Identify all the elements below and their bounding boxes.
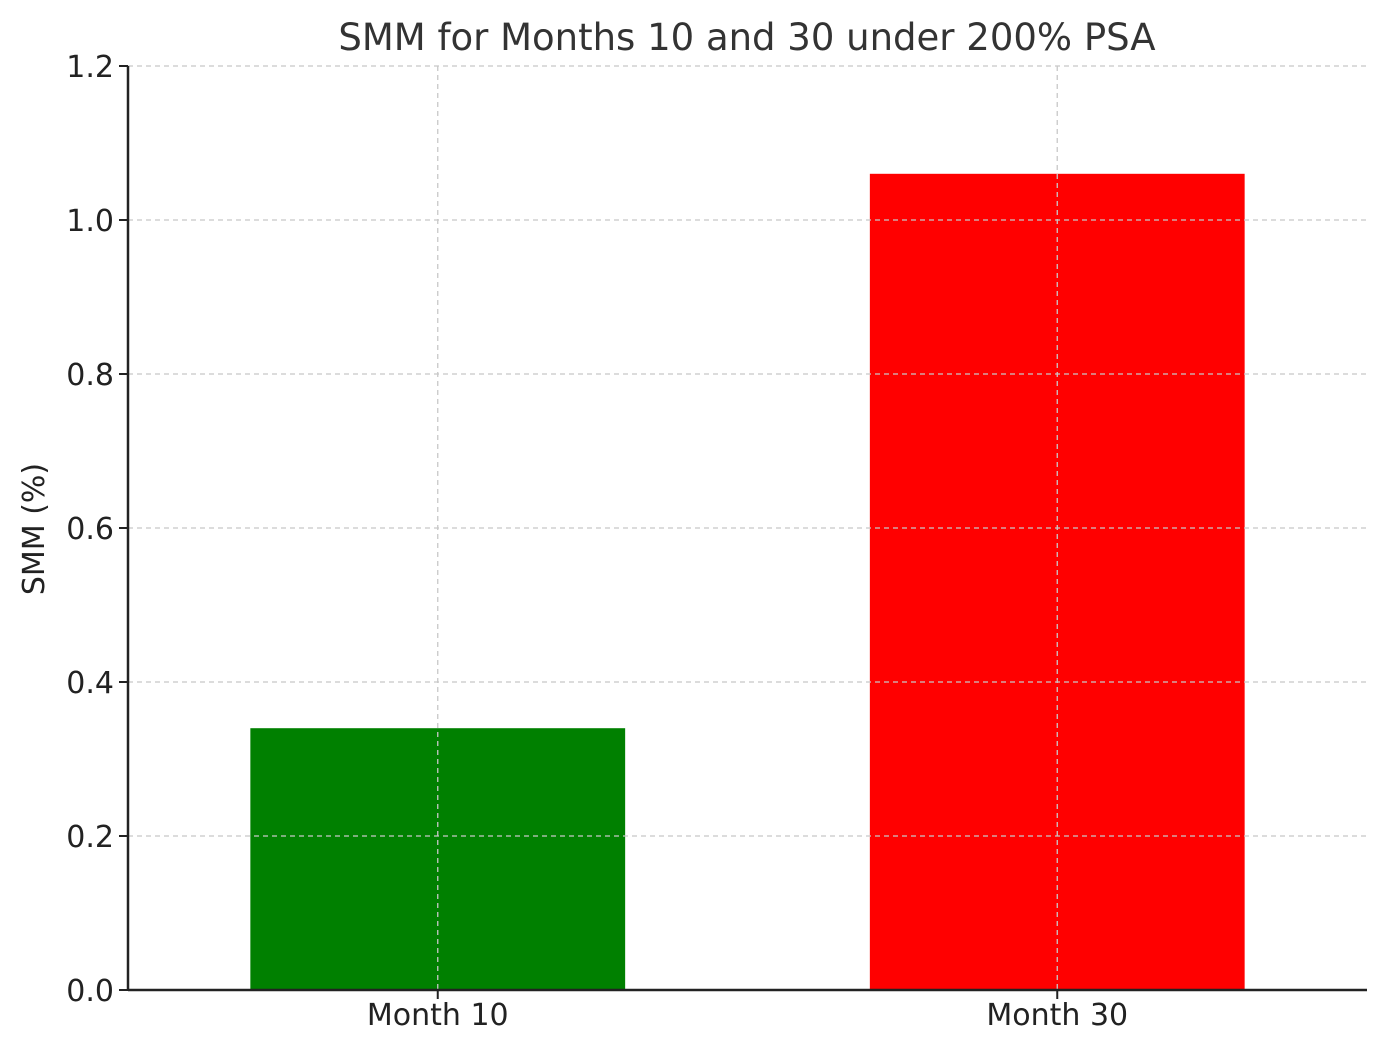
y-tick-label: 1.0 [66,204,114,239]
y-tick-label: 0.4 [66,666,114,701]
y-tick-label: 0.0 [66,974,114,1009]
y-axis-label: SMM (%) [17,463,52,595]
axes [119,65,1367,999]
y-tick-label: 1.2 [66,50,114,85]
x-tick-label: Month 30 [986,998,1128,1033]
y-tick-label: 0.2 [66,820,114,855]
tick-labels: 0.0 0.2 0.4 0.6 0.8 1.0 1.2 Month 10 Month 30 [66,50,1128,1033]
grid-overlay [128,65,1367,990]
x-tick-label: Month 10 [367,998,509,1033]
y-tick-label: 0.8 [66,358,114,393]
bars [250,173,1245,991]
y-tick-label: 0.6 [66,512,114,547]
chart-title: SMM for Months 10 and 30 under 200% PSA [338,16,1155,59]
